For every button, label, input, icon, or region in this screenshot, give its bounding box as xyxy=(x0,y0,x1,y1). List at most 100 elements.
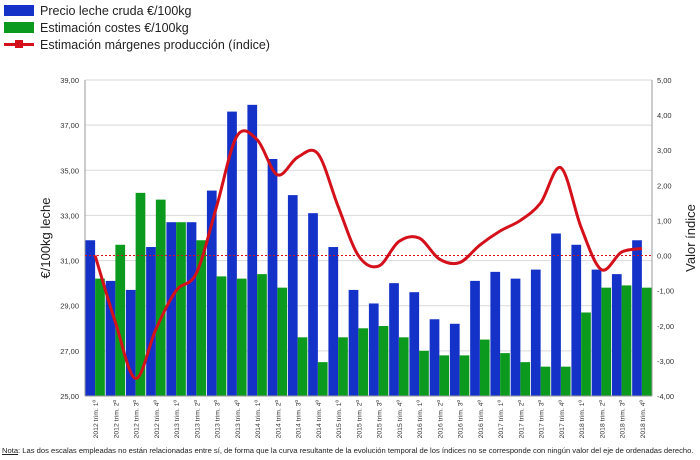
legend-item-precio: Precio leche cruda €/100kg xyxy=(4,2,270,19)
bar-precio xyxy=(308,213,318,396)
bar-costes xyxy=(297,337,308,396)
legend: Precio leche cruda €/100kg Estimación co… xyxy=(4,2,270,53)
legend-label-precio: Precio leche cruda €/100kg xyxy=(40,3,192,18)
x-tick-label: 2016 trim. 3º xyxy=(458,399,465,438)
x-tick-label: 2014 trim. 2º xyxy=(275,399,282,438)
bar-costes xyxy=(196,240,207,396)
bar-costes xyxy=(459,355,470,396)
y-tick-right: -4,00 xyxy=(657,392,674,401)
y-tick-left: 31,00 xyxy=(60,257,79,266)
bar-precio xyxy=(571,244,582,396)
x-tick-label: 2017 trim. 2º xyxy=(518,399,525,438)
bar-precio xyxy=(429,319,440,396)
x-tick-label: 2018 trim. 1º xyxy=(579,399,586,438)
bar-precio xyxy=(348,289,359,396)
x-tick-label: 2012 trim. 1º xyxy=(93,399,100,438)
bar-precio xyxy=(85,240,96,396)
bar-costes xyxy=(398,337,409,396)
x-tick-label: 2015 trim. 2º xyxy=(356,399,363,438)
bar-costes xyxy=(358,328,369,396)
x-tick-label: 2012 trim. 2º xyxy=(113,399,120,438)
x-tick-label: 2015 trim. 3º xyxy=(377,399,384,438)
y-tick-left: 33,00 xyxy=(60,211,79,220)
bar-costes xyxy=(317,362,328,396)
bar-costes xyxy=(277,287,288,396)
legend-item-costes: Estimación costes €/100kg xyxy=(4,19,270,36)
bar-precio xyxy=(490,271,501,396)
note-label: Nota xyxy=(2,446,19,455)
bar-precio xyxy=(591,269,602,396)
bar-costes xyxy=(621,285,632,396)
x-tick-label: 2016 trim. 2º xyxy=(437,399,444,438)
legend-label-costes: Estimación costes €/100kg xyxy=(40,20,189,35)
bar-precio xyxy=(530,269,541,396)
legend-item-margenes: Estimación márgenes producción (índice) xyxy=(4,36,270,53)
y-axis-title-right: Valor índice xyxy=(683,204,698,272)
x-tick-label: 2014 trim. 1º xyxy=(255,399,262,438)
legend-label-margenes: Estimación márgenes producción (índice) xyxy=(40,37,270,52)
x-tick-label: 2016 trim. 4º xyxy=(478,399,485,438)
bar-precio xyxy=(267,159,278,396)
chart: 25,00 27,00 29,00 31,00 33,00 35,00 37,00 39,00… xyxy=(38,76,698,438)
x-tick-label: 2013 trim. 2º xyxy=(194,399,201,438)
bar-costes xyxy=(236,278,247,396)
y-axis-title-left: €/100kg leche xyxy=(38,198,53,279)
x-tick-label: 2016 trim. 1º xyxy=(417,399,424,438)
bar-costes xyxy=(155,199,166,396)
bar-precio xyxy=(227,111,237,396)
bar-precio xyxy=(389,283,399,396)
legend-swatch-precio xyxy=(4,5,34,16)
bar-costes xyxy=(338,337,348,396)
bar-precio xyxy=(510,278,521,396)
bar-costes xyxy=(601,287,612,396)
bar-costes xyxy=(520,362,531,396)
y-tick-right: 0,00 xyxy=(657,252,672,261)
x-tick-label: 2017 trim. 1º xyxy=(498,399,505,438)
y-tick-left: 39,00 xyxy=(60,76,79,85)
y-tick-left: 25,00 xyxy=(60,392,79,401)
note-text: : Las dos escalas empleadas no están rel… xyxy=(18,446,694,455)
bar-costes xyxy=(500,353,510,396)
x-tick-label: 2015 trim. 1º xyxy=(336,399,343,438)
y-tick-right: 1,00 xyxy=(657,216,672,225)
bar-precio xyxy=(105,280,116,396)
bar-costes xyxy=(540,366,551,396)
bar-costes xyxy=(641,287,652,396)
line-margenes xyxy=(93,129,643,380)
bar-precio xyxy=(470,280,480,396)
y-tick-left: 35,00 xyxy=(60,166,79,175)
y-tick-right: -1,00 xyxy=(657,287,674,296)
bar-precio xyxy=(166,222,177,396)
x-tick-label: 2014 trim. 3º xyxy=(296,399,303,438)
bar-precio xyxy=(551,233,561,396)
bar-precio xyxy=(449,323,460,396)
bar-costes xyxy=(135,192,146,396)
bar-costes xyxy=(581,312,591,396)
y-tick-right: 4,00 xyxy=(657,111,672,120)
bar-costes xyxy=(176,222,186,396)
x-tick-label: 2013 trim. 4º xyxy=(235,399,242,438)
x-tick-label: 2014 trim. 4º xyxy=(316,399,323,438)
bar-costes xyxy=(115,244,126,396)
bar-precio xyxy=(247,104,258,396)
bar-precio xyxy=(611,274,622,396)
y-tick-right: 5,00 xyxy=(657,76,672,85)
bar-costes xyxy=(378,326,389,396)
y-tick-left: 29,00 xyxy=(60,302,79,311)
x-tick-label: 2017 trim. 3º xyxy=(539,399,546,438)
x-tick-label: 2012 trim. 3º xyxy=(134,399,141,438)
chart-note: Nota: Las dos escalas empleadas no están… xyxy=(2,446,693,455)
legend-swatch-costes xyxy=(4,22,34,33)
bar-precio xyxy=(186,222,197,396)
y-tick-left: 27,00 xyxy=(60,347,79,356)
x-tick-label: 2012 trim. 4º xyxy=(154,399,161,438)
bar-costes xyxy=(216,276,227,396)
y-tick-right: -2,00 xyxy=(657,322,674,331)
legend-swatch-margenes xyxy=(4,39,34,50)
x-tick-label: 2013 trim. 3º xyxy=(215,399,222,438)
x-tick-label: 2018 trim. 3º xyxy=(620,399,627,438)
x-tick-label: 2015 trim. 4º xyxy=(397,399,404,438)
y-tick-right: -3,00 xyxy=(657,357,674,366)
bar-precio xyxy=(146,247,156,396)
x-tick-label: 2018 trim. 4º xyxy=(640,399,647,438)
